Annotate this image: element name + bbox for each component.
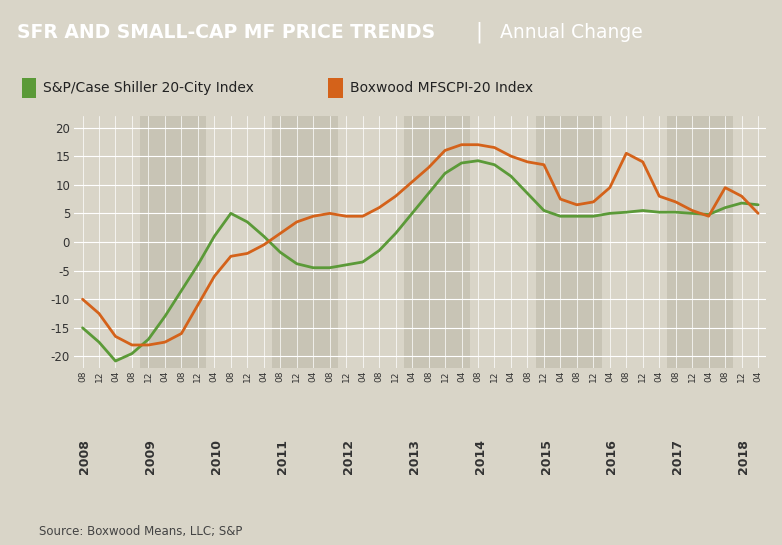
Text: 2012: 2012	[342, 439, 355, 474]
Text: 2010: 2010	[210, 439, 223, 474]
Bar	[206, 116, 272, 368]
Text: 2008: 2008	[78, 439, 91, 474]
Bar	[404, 116, 470, 368]
Bar	[734, 116, 766, 368]
Text: 2015: 2015	[540, 439, 553, 474]
Bar	[140, 116, 206, 368]
Text: 2017: 2017	[672, 439, 684, 474]
Text: Annual Change: Annual Change	[500, 23, 644, 41]
Text: SFR AND SMALL-CAP MF PRICE TRENDS: SFR AND SMALL-CAP MF PRICE TRENDS	[17, 23, 436, 41]
Text: 2011: 2011	[276, 439, 289, 474]
Bar	[668, 116, 734, 368]
Text: 2016: 2016	[605, 439, 619, 474]
Bar	[470, 116, 536, 368]
Text: |: |	[475, 21, 482, 43]
Bar	[601, 116, 668, 368]
Bar	[272, 116, 338, 368]
Text: S&P/Case Shiller 20-City Index: S&P/Case Shiller 20-City Index	[43, 81, 254, 95]
Text: 2018: 2018	[737, 439, 750, 474]
Text: 2009: 2009	[144, 439, 157, 474]
Bar	[22, 77, 36, 99]
Text: 2013: 2013	[407, 439, 421, 474]
Bar	[328, 77, 343, 99]
Text: Boxwood MFSCPI-20 Index: Boxwood MFSCPI-20 Index	[350, 81, 533, 95]
Text: Source: Boxwood Means, LLC; S&P: Source: Boxwood Means, LLC; S&P	[39, 525, 242, 538]
Bar	[536, 116, 601, 368]
Text: 2014: 2014	[474, 439, 486, 474]
Bar	[74, 116, 140, 368]
Bar	[338, 116, 404, 368]
